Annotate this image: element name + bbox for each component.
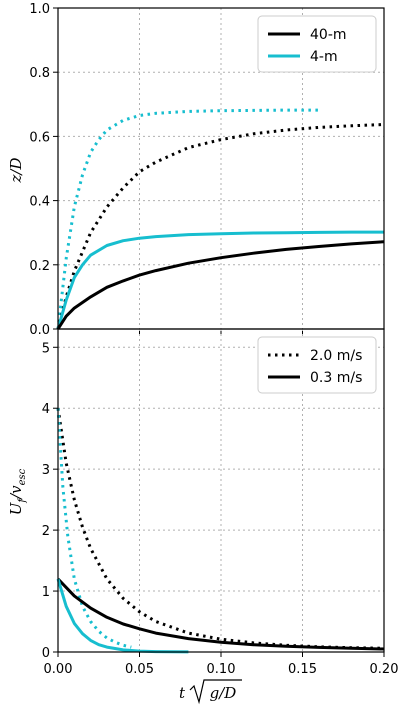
bottom-ytick-label: 2: [42, 524, 50, 539]
top-ytick-label: 0.8: [29, 66, 50, 81]
svg-text:t: t: [179, 684, 186, 702]
bottom-ytick-label: 0: [42, 646, 50, 661]
bottom-ytick-label: 4: [42, 402, 50, 417]
bottom-legend-label-0: 2.0 m/s: [310, 348, 362, 364]
top-ytick-label: 0.6: [29, 130, 50, 145]
top-legend: 40-m 4-m: [257, 15, 377, 73]
bottom-series-line-3: [56, 578, 189, 654]
bottom-panel: 0 1 2 3 4 5 0.00 0.05 0.10 0.15 0.20 2.0 m/s 0.3 m/s: [42, 328, 399, 677]
top-legend-label-1: 4-m: [310, 49, 338, 65]
top-series-line-2: [56, 230, 384, 330]
top-ytick-label: 0.2: [29, 259, 50, 274]
top-ytick-label: 0.4: [29, 195, 50, 210]
bottom-ylabel: Uf/vesc: [7, 468, 28, 515]
bottom-xtick-label: 0.20: [370, 662, 399, 677]
bottom-xtick-label: 0.15: [288, 662, 317, 677]
bottom-xtick-label: 0.00: [44, 662, 73, 677]
bottom-series-line-1: [56, 408, 132, 649]
bottom-series-line-2: [56, 577, 385, 651]
top-legend-label-0: 40-m: [310, 27, 347, 43]
bottom-legend-box: [257, 336, 377, 394]
bottom-xlabel: t g/D: [179, 679, 242, 705]
bottom-legend: 2.0 m/s 0.3 m/s: [257, 336, 377, 394]
bottom-legend-label-1: 0.3 m/s: [310, 370, 362, 386]
top-ytick-label: 0.0: [29, 323, 50, 338]
top-series-line-0: [56, 108, 319, 330]
top-ylabel: z/D: [7, 158, 25, 184]
top-panel: 0.0 0.2 0.4 0.6 0.8 1.0 40-m 4-m: [29, 2, 385, 338]
bottom-xtick-label: 0.05: [125, 662, 154, 677]
top-ytick-label: 1.0: [29, 2, 50, 17]
bottom-xtick-label: 0.10: [207, 662, 236, 677]
top-legend-box: [257, 15, 377, 73]
bottom-ytick-label: 5: [42, 341, 50, 356]
bottom-ytick-label: 3: [42, 463, 50, 478]
bottom-ytick-label: 1: [42, 585, 50, 600]
svg-text:g/D: g/D: [210, 684, 237, 702]
top-series-line-3: [56, 240, 385, 330]
